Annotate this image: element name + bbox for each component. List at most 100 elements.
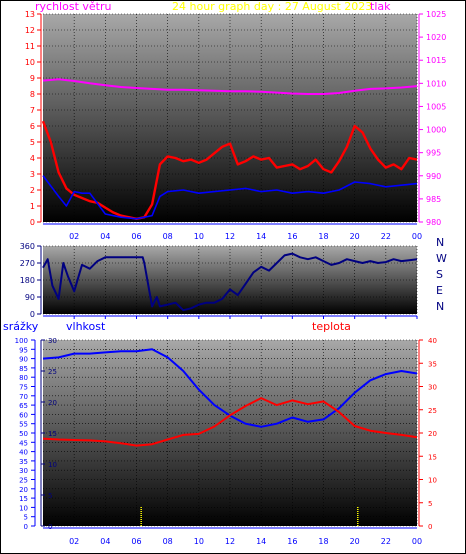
pressure-axis: 980 985 990 995 1000 1005 1010 1015 1020 1025: [418, 10, 446, 227]
series-line-temperature: [42, 397, 418, 447]
direction-tick-label: 0: [30, 310, 35, 319]
compass-label: E: [436, 284, 443, 297]
temperature-tick-label: 25: [428, 407, 437, 415]
wind-direction-grid: [43, 245, 418, 315]
wind-time-tick-label: 04: [100, 232, 110, 241]
pressure-tick-label: 990: [426, 172, 441, 181]
rain-time-tick-label: 16: [287, 537, 297, 546]
wind-pressure-grid: [43, 13, 418, 223]
rain-tick-label: 20: [19, 486, 28, 494]
wind-time-tick-label: 08: [163, 232, 173, 241]
compass-label: W: [436, 252, 447, 265]
wind-pressure-series: [41, 78, 418, 221]
pressure-tick-label: 980: [426, 218, 441, 227]
direction-tick-label: 360: [20, 242, 35, 251]
series-line-wind-direction: [42, 252, 418, 312]
wind-speed-tick-label: 5: [30, 138, 35, 147]
humidity-title: vlhkost: [66, 320, 106, 333]
rain-time-tick-label: 06: [131, 537, 141, 546]
wind-time-tick-label: 12: [225, 232, 235, 241]
series-line-wind-average: [42, 175, 418, 220]
rain-tick-label: 85: [19, 365, 28, 373]
pressure-tick-label: 1015: [426, 56, 446, 65]
rain-tick-label: 75: [19, 384, 28, 392]
series-line-wind-speed: [41, 120, 418, 221]
humidity-tick-label: 0: [48, 523, 52, 531]
rain-time-tick-label: 08: [163, 537, 173, 546]
humidity-axis: 0 5 10 15 20 25 30: [40, 337, 57, 531]
rain-time-tick-label: 18: [318, 537, 328, 546]
temperature-title: teplota: [312, 320, 351, 333]
compass-label: N: [436, 236, 444, 249]
rain-tick-label: 5: [24, 514, 28, 522]
pressure-tick-label: 995: [426, 149, 441, 158]
humidity-tick-label: 20: [48, 399, 57, 407]
humidity-tick-label: 30: [48, 337, 57, 345]
series-line-pressure: [42, 78, 418, 95]
wind-pressure-plot-area: [43, 14, 417, 222]
pressure-title: tlak: [370, 0, 391, 13]
rain-tick-label: 50: [19, 430, 28, 438]
rain-tick-label: 65: [19, 402, 28, 410]
temperature-tick-label: 15: [428, 453, 437, 461]
rain-tick-label: 80: [19, 374, 28, 382]
wind-speed-tick-label: 13: [25, 10, 35, 19]
wind-time-tick-label: 18: [318, 232, 328, 241]
wind-time-tick-label: 14: [256, 232, 266, 241]
wind-time-tick-label: 16: [287, 232, 297, 241]
rain-tick-label: 40: [19, 449, 28, 457]
direction-time-axis: [43, 315, 418, 319]
compass-label: N: [436, 300, 444, 313]
rain-tick-label: 95: [19, 346, 28, 354]
wind-speed-tick-label: 2: [30, 186, 35, 195]
wind-speed-tick-label: 1: [30, 202, 35, 211]
rain-humidity-temp-series: [42, 348, 418, 526]
rain-tick-label: 0: [24, 523, 28, 531]
pressure-tick-label: 1005: [426, 102, 446, 111]
rain-time-tick-label: 14: [256, 537, 266, 546]
rain-time-tick-label: 22: [381, 537, 391, 546]
rain-tick-label: 55: [19, 421, 28, 429]
temperature-tick-label: 0: [428, 523, 432, 531]
temperature-tick-label: 40: [428, 337, 437, 345]
rain-tick-label: 25: [19, 477, 28, 485]
rain-tick-label: 45: [19, 439, 28, 447]
wind-speed-tick-label: 6: [30, 122, 35, 131]
wind-time-tick-label: 00: [412, 232, 422, 241]
wind-time-tick-label: 10: [194, 232, 204, 241]
humidity-tick-label: 10: [48, 461, 57, 469]
wind-time-tick-label: 20: [350, 232, 360, 241]
wind-speed-tick-label: 3: [30, 170, 35, 179]
rain-time-tick-label: 10: [194, 537, 204, 546]
temperature-tick-label: 5: [428, 500, 432, 508]
wind-time-axis: 02 04 06 08 10 12 14 16 18 20 22 00: [43, 223, 422, 241]
wind-speed-tick-label: 0: [30, 218, 35, 227]
temperature-tick-label: 20: [428, 430, 437, 438]
humidity-tick-label: 25: [48, 368, 57, 376]
wind-time-tick-label: 06: [131, 232, 141, 241]
temperature-axis: 0 5 10 15 20 25 30 35 40: [418, 337, 437, 531]
temperature-tick-label: 35: [428, 360, 437, 368]
graph-title: 24 hour graph day : 27 August 2023: [172, 0, 372, 13]
wind-time-tick-label: 02: [69, 232, 79, 241]
wind-direction-series: [42, 252, 418, 312]
wind-speed-tick-label: 4: [30, 154, 35, 163]
direction-tick-label: 270: [20, 259, 35, 268]
wind-title: rychlost větru: [35, 0, 111, 13]
rain-time-tick-label: 12: [225, 537, 235, 546]
rain-time-tick-label: 04: [100, 537, 110, 546]
wind-speed-tick-label: 9: [30, 74, 35, 83]
humidity-tick-label: 5: [48, 492, 52, 500]
rain-tick-label: 30: [19, 467, 28, 475]
wind-speed-tick-label: 10: [25, 58, 35, 67]
direction-degree-axis: 0 90 180 270 360: [20, 242, 42, 319]
wind-speed-tick-label: 7: [30, 106, 35, 115]
wind-speed-tick-label: 8: [30, 90, 35, 99]
pressure-tick-label: 1010: [426, 79, 446, 88]
rain-tick-label: 10: [19, 504, 28, 512]
pressure-tick-label: 1025: [426, 10, 446, 19]
